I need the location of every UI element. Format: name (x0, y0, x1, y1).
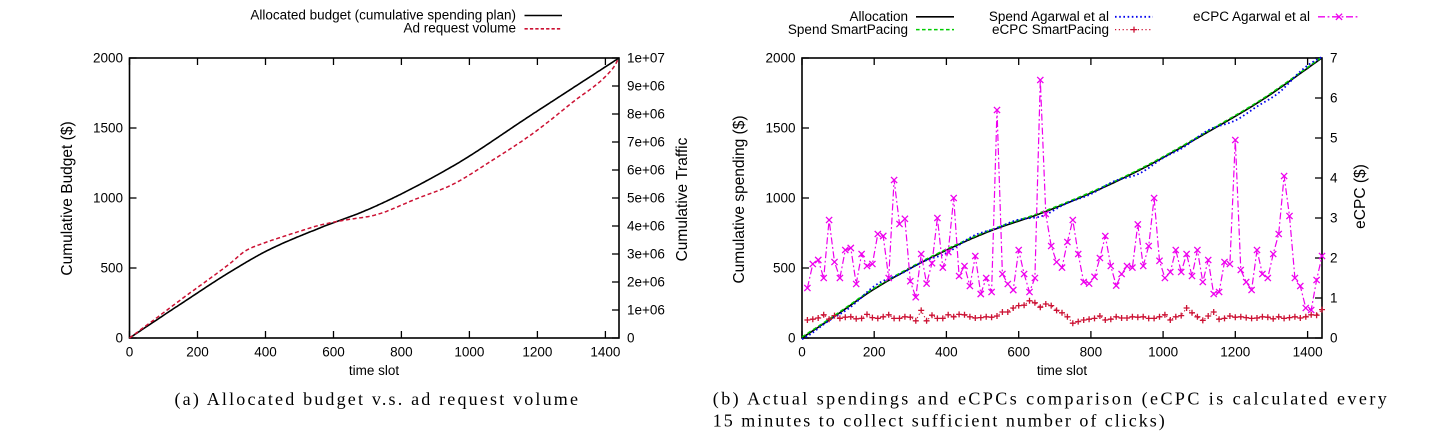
svg-text:2000: 2000 (765, 51, 795, 66)
svg-text:1200: 1200 (522, 345, 552, 360)
svg-text:15 minutes to collect sufficie: 15 minutes to collect sufficient number … (713, 411, 1165, 432)
svg-text:3: 3 (1330, 211, 1338, 226)
svg-text:800: 800 (1080, 345, 1103, 360)
svg-text:Allocation: Allocation (849, 9, 908, 24)
svg-text:Cumulative spending ($): Cumulative spending ($) (731, 115, 748, 283)
svg-text:0: 0 (115, 331, 123, 346)
svg-text:Spend SmartPacing: Spend SmartPacing (788, 22, 908, 37)
svg-text:1e+06: 1e+06 (627, 303, 665, 318)
svg-text:1000: 1000 (1148, 345, 1178, 360)
svg-text:1000: 1000 (93, 191, 123, 206)
svg-text:7e+06: 7e+06 (627, 135, 665, 150)
svg-text:5e+06: 5e+06 (627, 191, 665, 206)
svg-text:2e+06: 2e+06 (627, 275, 665, 290)
svg-text:1200: 1200 (1220, 345, 1250, 360)
svg-text:eCPC SmartPacing: eCPC SmartPacing (992, 22, 1109, 37)
svg-text:1400: 1400 (590, 345, 620, 360)
svg-text:9e+06: 9e+06 (627, 79, 665, 94)
svg-text:600: 600 (322, 345, 345, 360)
svg-text:3e+06: 3e+06 (627, 247, 665, 262)
svg-text:eCPC Agarwal et al: eCPC Agarwal et al (1193, 9, 1310, 24)
svg-text:800: 800 (390, 345, 413, 360)
svg-text:0: 0 (126, 345, 134, 360)
svg-text:400: 400 (254, 345, 277, 360)
svg-text:600: 600 (1007, 345, 1030, 360)
svg-text:Allocated budget (cumulative s: Allocated budget (cumulative spending pl… (250, 8, 516, 23)
svg-text:200: 200 (863, 345, 886, 360)
svg-text:1000: 1000 (765, 191, 795, 206)
svg-text:Ad request volume: Ad request volume (403, 21, 516, 36)
svg-text:0: 0 (1330, 331, 1338, 346)
svg-text:6: 6 (1330, 91, 1338, 106)
svg-text:1e+07: 1e+07 (627, 51, 665, 66)
svg-text:Cumulative Budget ($): Cumulative Budget ($) (59, 121, 76, 275)
svg-text:400: 400 (935, 345, 958, 360)
svg-text:1000: 1000 (454, 345, 484, 360)
svg-text:1500: 1500 (93, 121, 123, 136)
svg-text:1: 1 (1330, 291, 1338, 306)
svg-text:8e+06: 8e+06 (627, 107, 665, 122)
svg-text:4e+06: 4e+06 (627, 219, 665, 234)
svg-text:(a) Allocated budget v.s. ad r: (a) Allocated budget v.s. ad request vol… (175, 389, 579, 410)
svg-text:(b) Actual spendings and eCPCs: (b) Actual spendings and eCPCs compariso… (713, 389, 1387, 410)
svg-text:eCPC ($): eCPC ($) (1352, 164, 1369, 229)
svg-text:5: 5 (1330, 131, 1338, 146)
svg-text:Spend Agarwal et al: Spend Agarwal et al (989, 9, 1109, 24)
svg-text:1500: 1500 (765, 121, 795, 136)
svg-text:6e+06: 6e+06 (627, 163, 665, 178)
svg-text:500: 500 (100, 261, 123, 276)
svg-text:0: 0 (798, 345, 806, 360)
svg-text:2: 2 (1330, 251, 1338, 266)
svg-text:2000: 2000 (93, 51, 123, 66)
svg-text:4: 4 (1330, 171, 1338, 186)
svg-text:1400: 1400 (1293, 345, 1323, 360)
svg-text:500: 500 (773, 261, 796, 276)
svg-text:7: 7 (1330, 51, 1338, 66)
svg-text:time slot: time slot (349, 363, 400, 378)
svg-text:Cumulative Traffic: Cumulative Traffic (674, 137, 691, 261)
svg-text:0: 0 (788, 331, 796, 346)
svg-text:200: 200 (186, 345, 209, 360)
svg-text:time slot: time slot (1037, 363, 1088, 378)
svg-text:0: 0 (627, 331, 635, 346)
